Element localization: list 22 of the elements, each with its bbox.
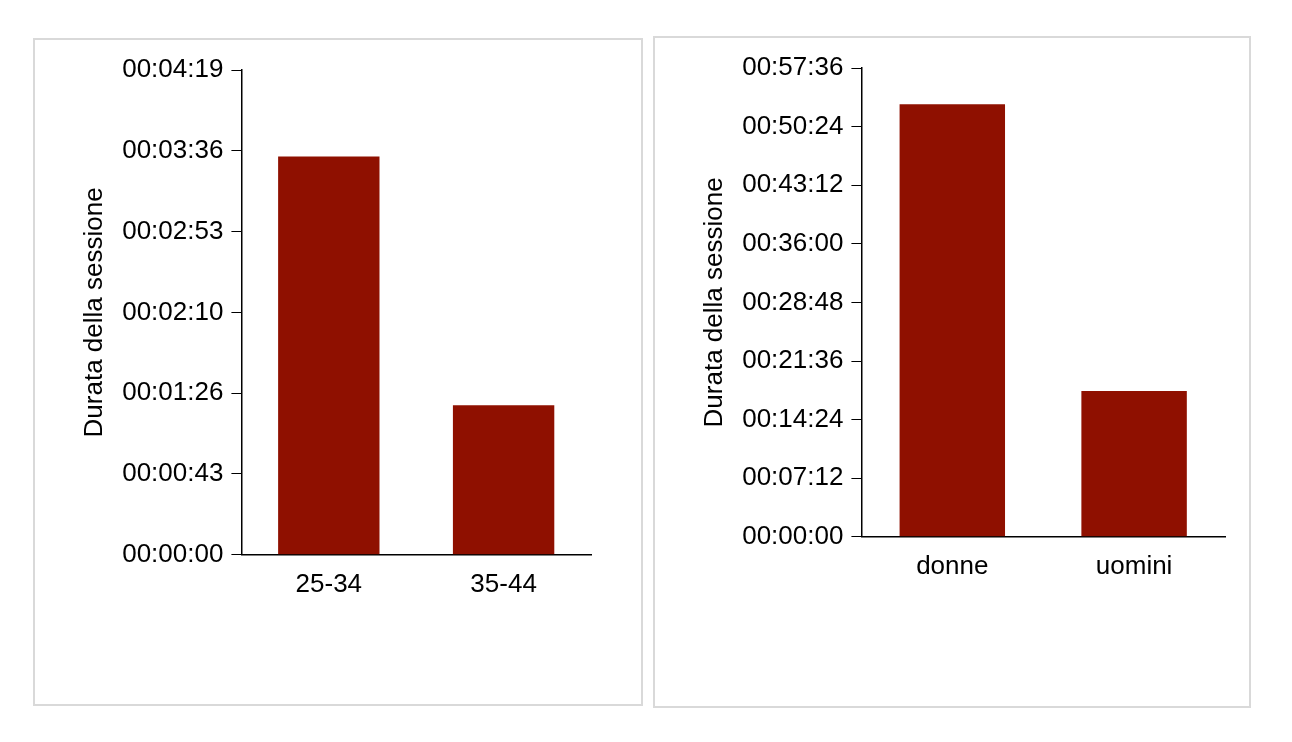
y-tick-label: 00:00:43 xyxy=(122,457,224,488)
y-axis-title: Durata della sessione xyxy=(697,177,728,428)
y-tick-label: 00:21:36 xyxy=(742,344,844,375)
y-tick-label: 00:01:26 xyxy=(122,376,224,407)
y-tick-label: 00:00:00 xyxy=(122,537,224,568)
y-tick-label: 00:43:12 xyxy=(742,168,844,199)
y-tick-label: 00:04:19 xyxy=(122,53,224,84)
y-tick-label: 00:57:36 xyxy=(742,51,844,82)
y-tick-label: 00:03:36 xyxy=(122,133,224,164)
x-tick-label: donne xyxy=(916,549,989,580)
x-tick-label: uomini xyxy=(1095,549,1173,580)
y-tick-label: 00:14:24 xyxy=(742,402,844,433)
x-tick-label: 25-34 xyxy=(295,567,363,598)
y-tick-label: 00:07:12 xyxy=(742,461,844,492)
y-tick-label: 00:02:10 xyxy=(122,295,224,326)
y-tick-label: 00:02:53 xyxy=(122,214,224,245)
y-tick-label: 00:00:00 xyxy=(742,519,844,550)
x-tick-label: 35-44 xyxy=(470,567,537,598)
y-tick-label: 00:36:00 xyxy=(742,226,844,257)
y-tick-label: 00:50:24 xyxy=(742,109,844,140)
y-tick-label: 00:28:48 xyxy=(742,285,844,316)
y-axis-title: Durata della sessione xyxy=(77,187,108,438)
